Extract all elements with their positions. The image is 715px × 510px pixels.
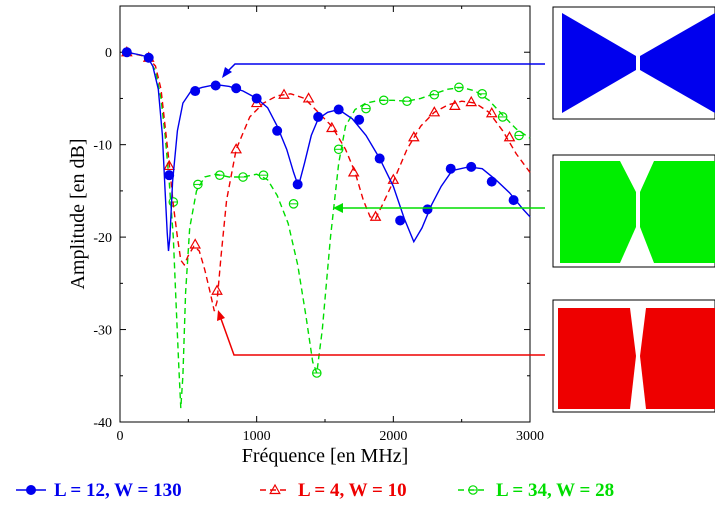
data-point-blue: [231, 83, 242, 94]
data-point-blue: [121, 47, 132, 58]
legend-label-green: L = 34, W = 28: [496, 480, 614, 501]
data-point-blue: [210, 80, 221, 91]
data-point-red: [408, 131, 420, 142]
y-tick-label: -30: [93, 324, 112, 339]
data-point-green: [288, 199, 299, 209]
data-point-blue: [486, 176, 497, 187]
legend-marker-blue: [26, 485, 36, 495]
data-point-green: [454, 82, 464, 93]
data-point-blue: [395, 215, 406, 226]
legend-marker-red: [269, 483, 281, 495]
data-point-green: [311, 368, 322, 378]
data-point-red: [326, 121, 338, 133]
data-point-blue: [251, 93, 262, 104]
x-axis-label: Fréquence [en MHz]: [242, 445, 409, 467]
axis-ticks: 0 1000 2000 3000 0 -10 -20 -30 -40: [93, 5, 544, 444]
data-point-blue: [422, 204, 433, 215]
data-point-red: [503, 131, 516, 142]
x-tick-label: 0: [117, 429, 124, 444]
y-tick-label: -20: [93, 231, 112, 246]
data-point-green: [238, 172, 248, 182]
data-point-blue: [354, 114, 365, 125]
data-point-red: [485, 107, 498, 118]
data-point-red: [163, 159, 176, 171]
legend-label-blue: L = 12, W = 130: [54, 480, 182, 501]
data-point-green: [402, 96, 412, 107]
data-point-red: [230, 143, 242, 154]
series-line-blue: [126, 51, 531, 252]
data-point-red: [449, 99, 461, 110]
x-tick-label: 1000: [243, 429, 271, 444]
data-point-blue: [164, 170, 175, 181]
data-point-blue: [508, 195, 519, 206]
legend-marker-green: [468, 485, 478, 495]
legend-label-red: L = 4, W = 10: [298, 480, 407, 501]
y-tick-label: 0: [105, 46, 112, 61]
data-point-green: [214, 170, 225, 180]
annotation-arrow-red: [217, 310, 545, 356]
annotation-arrow-green: [333, 203, 545, 213]
legend-entry-green: L = 34, W = 28: [458, 480, 614, 501]
data-point-green: [514, 130, 524, 141]
data-point-green: [429, 89, 440, 100]
data-point-blue: [374, 153, 385, 164]
data-point-red: [211, 284, 223, 295]
data-point-blue: [333, 104, 344, 115]
data-point-red: [369, 210, 382, 221]
data-point-red: [387, 173, 400, 184]
data-point-red: [465, 95, 478, 107]
y-tick-label: -40: [93, 416, 112, 431]
data-point-green: [258, 170, 269, 180]
data-point-red: [278, 88, 290, 99]
data-point-blue: [445, 163, 456, 174]
data-point-green: [361, 103, 371, 114]
data-point-blue: [272, 125, 283, 136]
x-tick-label: 2000: [379, 429, 407, 444]
data-point-green: [378, 95, 389, 106]
data-point-blue: [313, 111, 324, 122]
legend-entry-red: L = 4, W = 10: [260, 480, 407, 501]
antenna-shape-green: [552, 154, 715, 268]
series-line-red: [126, 51, 531, 312]
y-axis-label: Amplitude [en dB]: [67, 138, 89, 289]
series-layer: [121, 46, 531, 409]
antenna-shapes-panel: [552, 6, 715, 413]
data-point-green: [333, 144, 344, 155]
data-point-red: [428, 106, 441, 117]
data-point-red: [347, 166, 360, 177]
data-point-green: [497, 112, 508, 122]
annotation-arrows: [217, 63, 545, 356]
legend: L = 12, W = 130 L = 4, W = 10 L = 34, W = …: [16, 480, 614, 501]
annotation-arrow-blue: [222, 63, 545, 78]
antenna-shape-blue: [552, 6, 715, 120]
y-tick-label: -10: [93, 139, 112, 154]
data-point-blue: [190, 86, 201, 97]
data-point-green: [477, 89, 487, 99]
legend-entry-blue: L = 12, W = 130: [16, 480, 182, 501]
data-point-red: [302, 92, 315, 103]
data-point-blue: [466, 161, 477, 172]
x-tick-label: 3000: [516, 429, 544, 444]
data-point-red: [189, 238, 201, 249]
plot-frame: [119, 5, 531, 423]
data-point-blue: [143, 52, 154, 63]
data-point-blue: [292, 179, 303, 190]
data-point-green: [193, 179, 203, 190]
antenna-shape-red: [552, 299, 715, 413]
